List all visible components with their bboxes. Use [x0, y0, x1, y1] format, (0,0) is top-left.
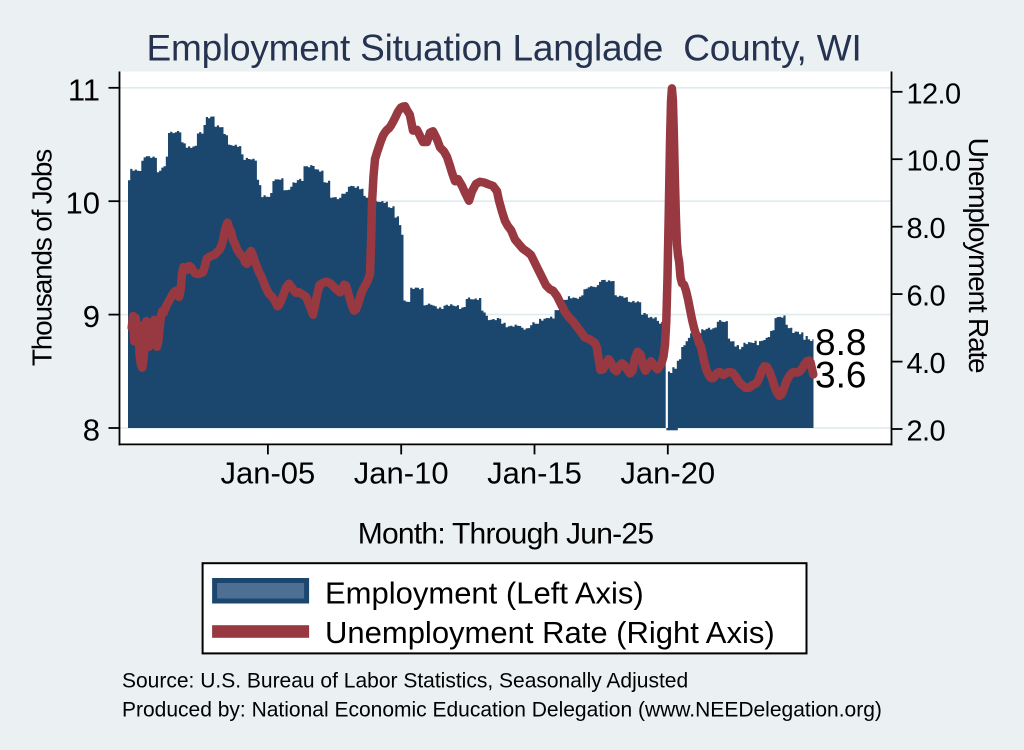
svg-text:9: 9 [83, 299, 100, 334]
svg-text:6.0: 6.0 [907, 281, 946, 313]
svg-text:Source: U.S. Bureau of Labor S: Source: U.S. Bureau of Labor Statistics,… [122, 670, 688, 693]
svg-text:Employment (Left Axis): Employment (Left Axis) [325, 576, 644, 611]
svg-text:8.8: 8.8 [815, 322, 866, 363]
svg-text:Unemployment Rate: Unemployment Rate [963, 138, 994, 373]
svg-text:Month: Through Jun-25: Month: Through Jun-25 [358, 517, 654, 550]
svg-text:Unemployment Rate (Right Axis): Unemployment Rate (Right Axis) [325, 615, 775, 650]
svg-text:10: 10 [66, 186, 100, 221]
svg-text:10.0: 10.0 [907, 146, 961, 178]
svg-text:Jan-10: Jan-10 [354, 456, 449, 491]
svg-text:Employment Situation Langlade: Employment Situation Langlade County, WI [146, 27, 861, 68]
svg-text:4.0: 4.0 [907, 348, 946, 380]
svg-text:12.0: 12.0 [907, 78, 961, 110]
svg-text:11: 11 [68, 72, 100, 107]
svg-text:Jan-05: Jan-05 [221, 456, 316, 491]
svg-text:Thousands of Jobs: Thousands of Jobs [27, 150, 58, 366]
svg-text:Produced by: National Economic: Produced by: National Economic Education… [122, 699, 882, 722]
svg-text:3.6: 3.6 [815, 355, 866, 396]
svg-text:8.0: 8.0 [907, 213, 946, 245]
svg-text:Jan-20: Jan-20 [620, 456, 715, 491]
svg-text:2.0: 2.0 [907, 416, 946, 448]
svg-text:8: 8 [83, 413, 100, 448]
svg-text:Jan-15: Jan-15 [487, 456, 582, 491]
